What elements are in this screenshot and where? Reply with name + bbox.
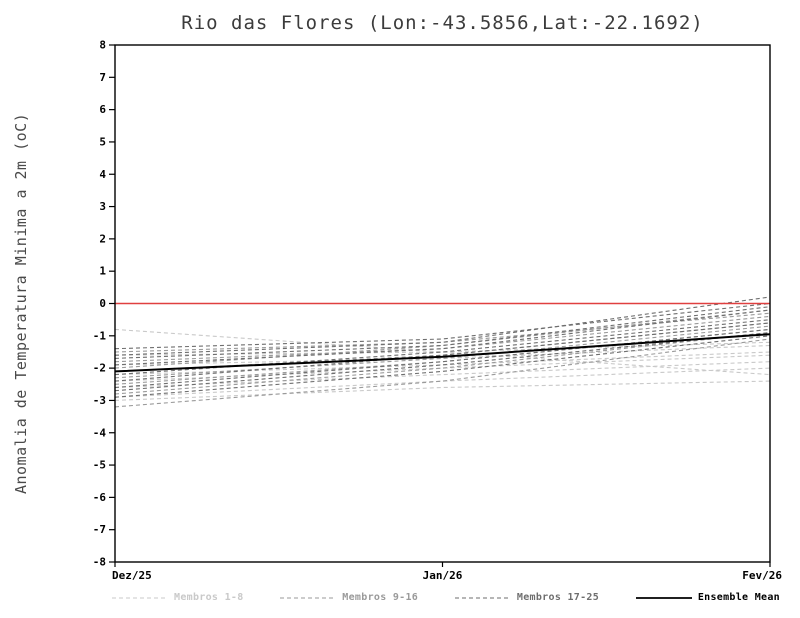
y-tick-label: 5 [99, 135, 106, 148]
ensemble-member-line [114, 322, 771, 372]
legend-line-sample [280, 596, 337, 599]
legend-item: Membros 1-8 [112, 592, 244, 603]
y-tick-label: 4 [99, 168, 106, 181]
legend: Membros 1-8 Membros 9-16 Membros 17-25 Ense… [112, 592, 780, 603]
ensemble-member-line [114, 338, 771, 408]
y-tick-label: -3 [93, 394, 106, 407]
y-tick-label: 8 [99, 39, 106, 52]
plot-border [114, 44, 771, 563]
y-tick-label: -6 [93, 491, 107, 504]
legend-line-sample [112, 596, 168, 599]
ensemble-member-line [114, 309, 771, 369]
legend-item: Membros 17-25 [454, 592, 600, 603]
y-tick-label: 1 [99, 265, 106, 278]
ensemble-member-line [114, 367, 771, 398]
y-tick-label: 0 [99, 297, 106, 310]
chart-title: Rio das Flores (Lon:-43.5856,Lat:-22.169… [181, 12, 704, 34]
x-tick-label: Fev/26 [742, 569, 782, 582]
y-tick-label: -2 [93, 362, 106, 375]
ensemble-member-line [114, 328, 771, 376]
y-tick-label: 6 [99, 103, 106, 116]
ensemble-member-line [114, 296, 771, 356]
ensemble-member-line [114, 344, 771, 366]
legend-label: Ensemble Mean [697, 592, 780, 603]
legend-label: Membros 17-25 [516, 592, 600, 603]
legend-label: Membros 9-16 [342, 592, 419, 603]
legend-line-sample [635, 596, 692, 599]
x-tick-label: Dez/25 [112, 569, 152, 582]
y-tick-label: -1 [93, 329, 107, 342]
ensemble-member-line [114, 354, 771, 382]
legend-item: Membros 9-16 [280, 592, 418, 603]
ensemble-member-line [114, 319, 771, 376]
x-tick-label: Jan/26 [423, 569, 463, 582]
ensemble-member-line [114, 361, 771, 389]
y-tick-label: -7 [93, 523, 106, 536]
y-tick-label: 2 [99, 232, 106, 245]
ensemble-member-line [114, 325, 771, 379]
y-tick-label: -5 [93, 459, 106, 472]
ensemble-mean-line [114, 333, 771, 373]
ensemble-member-line [114, 332, 771, 395]
ensemble-member-line [114, 380, 771, 401]
ensemble-member-line [114, 306, 771, 359]
legend-label: Membros 1-8 [174, 592, 244, 603]
y-tick-label: -8 [93, 556, 106, 569]
ensemble-member-line [114, 328, 771, 389]
ensemble-member-line [114, 302, 771, 350]
ensemble-member-line [114, 322, 771, 382]
legend-line-sample [454, 596, 511, 599]
ensemble-member-line [114, 315, 771, 363]
y-tick-label: -4 [93, 426, 107, 439]
ensemble-member-line [114, 335, 771, 398]
ensemble-member-line [114, 332, 771, 392]
legend-item: Ensemble Mean [635, 592, 780, 603]
ensemble-member-line [114, 351, 771, 376]
y-tick-label: 7 [99, 71, 106, 84]
y-tick-label: 3 [99, 200, 106, 213]
ensemble-member-line [114, 309, 771, 366]
